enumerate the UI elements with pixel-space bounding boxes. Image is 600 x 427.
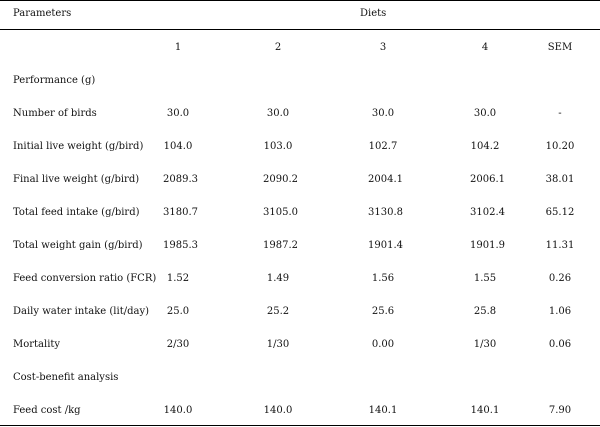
row-label: Final live weight (g/bird) [13, 174, 140, 185]
cell-diet-4: 2006.1 [470, 174, 505, 185]
cell-diet-1: 25.0 [166, 306, 190, 317]
cell-diet-4: 1901.9 [470, 240, 505, 251]
cell-sem: - [558, 108, 562, 119]
row-label: Performance (g) [13, 75, 96, 86]
cell-diet-3: 25.6 [371, 306, 395, 317]
table-row: Cost-benefit analysis [0, 372, 600, 386]
table-bottom-rule [0, 425, 600, 426]
row-label: Initial live weight (g/bird) [13, 141, 144, 152]
column-label-diet-4: 4 [481, 42, 489, 53]
cell-diet-1: 30.0 [166, 108, 190, 119]
cell-diet-3: 30.0 [371, 108, 395, 119]
cell-diet-1: 140.0 [163, 405, 193, 416]
cell-diet-4: 1.55 [473, 273, 497, 284]
table-row: Daily water intake (lit/day) 25.0 25.2 2… [0, 306, 600, 320]
table-top-rule [0, 0, 600, 1]
cell-diet-4: 3102.4 [470, 207, 505, 218]
cell-diet-2: 3105.0 [263, 207, 298, 218]
cell-diet-3: 1901.4 [368, 240, 403, 251]
table-row: Final live weight (g/bird) 2089.3 2090.2… [0, 174, 600, 188]
cell-sem: 65.12 [545, 207, 575, 218]
table-row: Mortality 2/30 1/30 0.00 1/30 0.06 [0, 339, 600, 353]
cell-diet-4: 30.0 [473, 108, 497, 119]
cell-diet-2: 1.49 [266, 273, 290, 284]
cell-diet-4: 1/30 [473, 339, 497, 350]
cell-diet-2: 103.0 [263, 141, 293, 152]
cell-diet-4: 104.2 [470, 141, 500, 152]
cell-sem: 7.90 [548, 405, 572, 416]
cell-sem: 1.06 [548, 306, 572, 317]
row-label: Daily water intake (lit/day) [13, 306, 149, 317]
cell-diet-3: 140.1 [368, 405, 398, 416]
cell-diet-1: 104.0 [163, 141, 193, 152]
table-row: Feed cost /kg 140.0 140.0 140.1 140.1 7.… [0, 405, 600, 419]
cell-diet-3: 3130.8 [368, 207, 403, 218]
table-header-rule [0, 29, 600, 30]
row-label: Mortality [13, 339, 61, 350]
table-row: Performance (g) [0, 75, 600, 89]
row-label: Total weight gain (g/bird) [13, 240, 143, 251]
column-labels-row: 1 2 3 4 SEM [0, 42, 600, 56]
cell-diet-1: 1985.3 [163, 240, 198, 251]
cell-diet-3: 0.00 [371, 339, 395, 350]
cell-diet-2: 140.0 [263, 405, 293, 416]
cell-diet-3: 2004.1 [368, 174, 403, 185]
cell-sem: 38.01 [545, 174, 575, 185]
row-label: Cost-benefit analysis [13, 372, 119, 383]
table-row: Initial live weight (g/bird) 104.0 103.0… [0, 141, 600, 155]
row-label: Feed cost /kg [13, 405, 81, 416]
header-parameters: Parameters [13, 8, 72, 19]
cell-diet-2: 25.2 [266, 306, 290, 317]
cell-diet-3: 1.56 [371, 273, 395, 284]
cell-diet-2: 1987.2 [263, 240, 298, 251]
column-label-sem: SEM [547, 42, 573, 53]
table-row: Total weight gain (g/bird) 1985.3 1987.2… [0, 240, 600, 254]
cell-sem: 10.20 [545, 141, 575, 152]
column-label-diet-3: 3 [379, 42, 387, 53]
table-row: Number of birds 30.0 30.0 30.0 30.0 - [0, 108, 600, 122]
cell-sem: 0.26 [548, 273, 572, 284]
row-label: Total feed intake (g/bird) [13, 207, 140, 218]
cell-diet-2: 30.0 [266, 108, 290, 119]
cell-diet-1: 2/30 [166, 339, 190, 350]
table-row: Feed conversion ratio (FCR) 1.52 1.49 1.… [0, 273, 600, 287]
cell-diet-3: 102.7 [368, 141, 398, 152]
cell-sem: 11.31 [545, 240, 575, 251]
cell-diet-1: 2089.3 [163, 174, 198, 185]
cell-sem: 0.06 [548, 339, 572, 350]
cell-diet-1: 1.52 [166, 273, 190, 284]
header-diets: Diets [360, 8, 387, 19]
row-label: Feed conversion ratio (FCR) [13, 273, 157, 284]
column-label-diet-2: 2 [274, 42, 282, 53]
cell-diet-4: 25.8 [473, 306, 497, 317]
column-label-diet-1: 1 [174, 42, 182, 53]
cell-diet-1: 3180.7 [163, 207, 198, 218]
cell-diet-2: 1/30 [266, 339, 290, 350]
row-label: Number of birds [13, 108, 97, 119]
cell-diet-4: 140.1 [470, 405, 500, 416]
table-row: Total feed intake (g/bird) 3180.7 3105.0… [0, 207, 600, 221]
cell-diet-2: 2090.2 [263, 174, 298, 185]
